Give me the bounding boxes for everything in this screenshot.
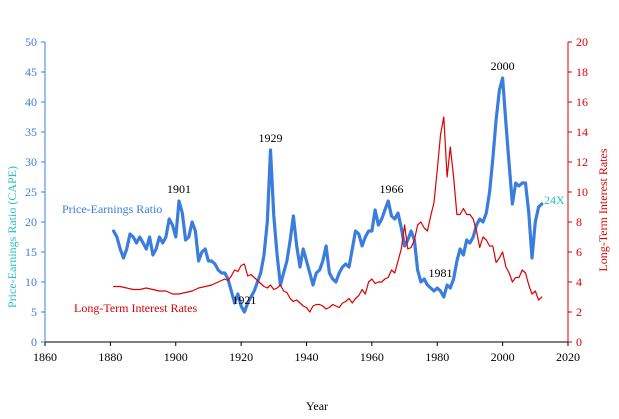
- right-tick-label: 10: [576, 185, 588, 199]
- peak-label-1921: 1921: [232, 293, 256, 307]
- pe-series-label: Price-Earnings Ratio: [62, 202, 162, 216]
- peak-label-2000: 2000: [491, 59, 515, 73]
- x-tick-label: 2000: [491, 350, 515, 364]
- rates-series-label: Long-Term Interest Rates: [74, 301, 197, 315]
- peak-label-1901: 1901: [167, 182, 191, 196]
- right-tick-label: 12: [576, 155, 588, 169]
- left-tick-label: 35: [25, 125, 37, 139]
- current-pe-label: 24X: [544, 193, 565, 207]
- right-tick-label: 18: [576, 65, 588, 79]
- x-tick-label: 1860: [33, 350, 57, 364]
- x-tick-label: 1960: [360, 350, 384, 364]
- right-tick-label: 20: [576, 35, 588, 49]
- peak-annotations: 1901 1921 1929 1966 1981 2000: [167, 59, 515, 307]
- left-tick-label: 30: [25, 155, 37, 169]
- x-axis-label: Year: [306, 399, 328, 413]
- left-tick-label: 45: [25, 65, 37, 79]
- pe-ratio-line: [111, 76, 544, 314]
- interest-rate-line: [112, 116, 543, 313]
- x-tick-label: 2020: [556, 350, 580, 364]
- right-tick-label: 16: [576, 95, 588, 109]
- left-tick-label: 20: [25, 215, 37, 229]
- peak-label-1966: 1966: [379, 182, 403, 196]
- right-tick-label: 2: [576, 305, 582, 319]
- left-tick-label: 50: [25, 35, 37, 49]
- left-axis-ticks: 0 5 10 15 20 25 30 35 40 45 50: [25, 35, 45, 349]
- peak-label-1929: 1929: [259, 131, 283, 145]
- left-axis-label: Price-Earnings Ratio (CAPE): [5, 166, 19, 308]
- x-tick-label: 1920: [229, 350, 253, 364]
- left-tick-label: 15: [25, 245, 37, 259]
- right-tick-label: 14: [576, 125, 588, 139]
- peak-label-1981: 1981: [429, 266, 453, 280]
- right-tick-label: 4: [576, 275, 582, 289]
- right-axis-label: Long-Term Interest Rates: [596, 148, 610, 271]
- x-tick-label: 1980: [425, 350, 449, 364]
- left-tick-label: 40: [25, 95, 37, 109]
- left-tick-label: 0: [31, 335, 37, 349]
- left-tick-label: 25: [25, 185, 37, 199]
- x-tick-label: 1900: [164, 350, 188, 364]
- series-lines: [111, 76, 544, 314]
- x-tick-label: 1940: [295, 350, 319, 364]
- x-axis-ticks: 1860 1880 1900 1920 1940 1960 1980 2000 2020: [33, 342, 580, 364]
- left-tick-label: 10: [25, 275, 37, 289]
- left-tick-label: 5: [31, 305, 37, 319]
- right-axis-ticks: 0 2 4 6 8 10 12 14 16 18 20: [568, 35, 588, 349]
- x-tick-label: 1880: [98, 350, 122, 364]
- right-tick-label: 0: [576, 335, 582, 349]
- right-tick-label: 6: [576, 245, 582, 259]
- right-tick-label: 8: [576, 215, 582, 229]
